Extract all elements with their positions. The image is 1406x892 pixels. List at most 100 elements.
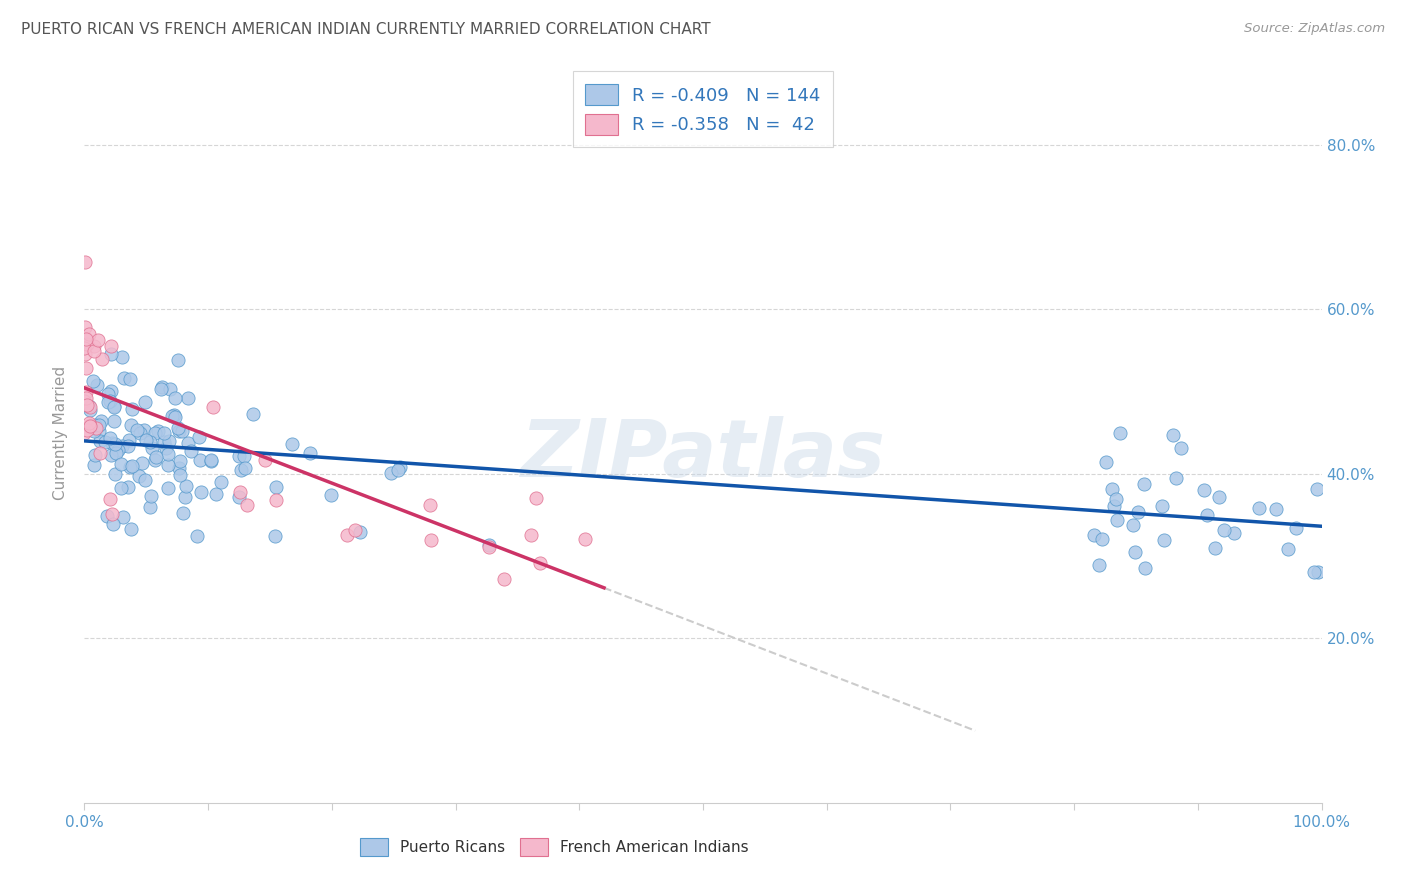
Point <box>155 441 177 455</box>
Point <box>254 453 277 467</box>
Point <box>160 409 183 423</box>
Point <box>75 361 97 376</box>
Point <box>156 458 179 472</box>
Point <box>91 351 114 366</box>
Point <box>83 343 105 358</box>
Point <box>163 392 186 406</box>
Point <box>1094 454 1116 468</box>
Point <box>104 467 127 481</box>
Point <box>1204 541 1226 555</box>
Point <box>163 409 186 423</box>
Point <box>264 492 287 507</box>
Point <box>143 453 166 467</box>
Point <box>266 480 288 494</box>
Point <box>1152 499 1174 513</box>
Point <box>73 394 96 409</box>
Y-axis label: Currently Married: Currently Married <box>53 366 69 500</box>
Point <box>344 523 367 537</box>
Point <box>134 433 156 447</box>
Point <box>1161 427 1184 442</box>
Point <box>83 424 105 438</box>
Point <box>110 458 132 472</box>
Point <box>1285 521 1308 535</box>
Point <box>167 425 190 439</box>
Point <box>145 450 167 464</box>
Point <box>118 372 141 386</box>
Point <box>73 319 96 334</box>
Point <box>1164 471 1187 485</box>
Point <box>87 424 110 438</box>
Point <box>1126 505 1149 519</box>
Point <box>117 433 139 447</box>
Point <box>321 488 343 502</box>
Point <box>89 418 111 433</box>
Point <box>141 441 163 455</box>
Point <box>188 453 211 467</box>
Point <box>128 469 150 483</box>
Point <box>111 439 134 453</box>
Point <box>153 426 176 441</box>
Point <box>84 418 107 433</box>
Point <box>87 333 110 347</box>
Point <box>121 458 143 473</box>
Point <box>264 529 287 543</box>
Point <box>134 395 156 409</box>
Point <box>97 395 120 409</box>
Point <box>478 538 501 552</box>
Point <box>107 442 129 457</box>
Point <box>159 382 181 396</box>
Point <box>146 424 169 438</box>
Point <box>100 436 122 450</box>
Point <box>84 421 107 435</box>
Point <box>299 445 322 459</box>
Point <box>1303 566 1326 580</box>
Point <box>100 448 122 462</box>
Point <box>186 529 208 543</box>
Point <box>97 386 120 401</box>
Point <box>131 456 153 470</box>
Point <box>117 480 139 494</box>
Point <box>242 408 264 422</box>
Point <box>169 467 191 482</box>
Point <box>1306 483 1329 497</box>
Point <box>200 454 222 468</box>
Point <box>172 424 194 438</box>
Point <box>105 446 128 460</box>
Point <box>73 426 96 441</box>
Point <box>1088 558 1111 572</box>
Point <box>76 336 98 351</box>
Point <box>98 394 121 409</box>
Point <box>134 474 156 488</box>
Point <box>77 416 100 430</box>
Point <box>157 434 180 448</box>
Point <box>1192 483 1215 497</box>
Point <box>1122 518 1144 533</box>
Point <box>419 498 441 512</box>
Point <box>1277 541 1299 556</box>
Point <box>228 450 250 464</box>
Point <box>526 491 548 505</box>
Point <box>167 353 190 368</box>
Point <box>75 332 97 346</box>
Point <box>83 339 105 353</box>
Point <box>90 414 112 428</box>
Point <box>169 453 191 467</box>
Point <box>494 573 516 587</box>
Point <box>153 434 176 449</box>
Text: PUERTO RICAN VS FRENCH AMERICAN INDIAN CURRENTLY MARRIED CORRELATION CHART: PUERTO RICAN VS FRENCH AMERICAN INDIAN C… <box>21 22 710 37</box>
Point <box>349 524 371 539</box>
Point <box>529 556 551 570</box>
Point <box>89 446 111 460</box>
Point <box>83 458 105 472</box>
Point <box>176 479 198 493</box>
Point <box>1083 527 1105 541</box>
Point <box>420 533 443 548</box>
Point <box>75 385 97 400</box>
Point <box>1308 566 1330 580</box>
Point <box>98 491 121 506</box>
Point <box>190 485 212 500</box>
Point <box>478 540 501 554</box>
Point <box>1247 501 1270 516</box>
Legend: Puerto Ricans, French American Indians: Puerto Ricans, French American Indians <box>354 832 755 862</box>
Text: ZIPatlas: ZIPatlas <box>520 416 886 494</box>
